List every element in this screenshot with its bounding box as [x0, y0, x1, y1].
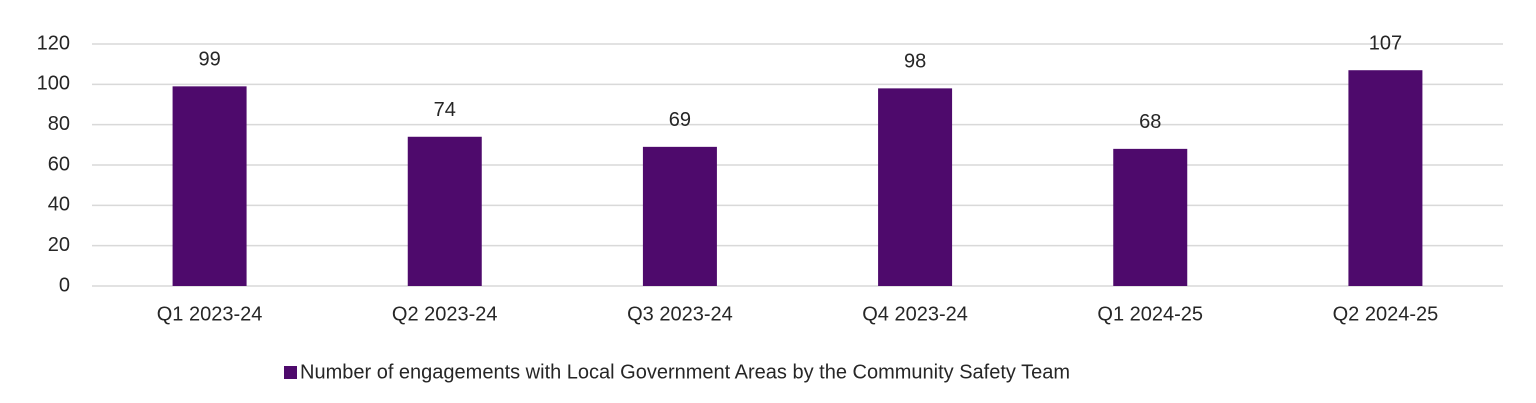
y-tick-label: 0 [59, 274, 70, 296]
legend-label: Number of engagements with Local Governm… [300, 361, 1070, 383]
y-tick-label: 120 [37, 32, 70, 54]
x-tick-label: Q1 2024-25 [1097, 303, 1203, 325]
y-tick-label: 20 [48, 234, 70, 256]
bar [878, 88, 953, 286]
x-tick-label: Q2 2024-25 [1333, 303, 1439, 325]
x-tick-label: Q1 2023-24 [157, 303, 263, 325]
y-tick-label: 80 [48, 113, 70, 135]
x-tick-label: Q4 2023-24 [862, 303, 968, 325]
x-tick-label: Q3 2023-24 [627, 303, 733, 325]
value-label: 107 [1369, 32, 1402, 54]
y-tick-label: 100 [37, 73, 70, 95]
value-label: 99 [198, 49, 220, 71]
y-tick-label: 60 [48, 153, 70, 175]
bar [1348, 70, 1423, 286]
x-tick-label: Q2 2023-24 [392, 303, 498, 325]
value-label: 69 [669, 109, 691, 131]
legend-swatch [284, 366, 297, 379]
bar [1113, 148, 1188, 286]
bar [642, 146, 717, 286]
y-tick-label: 40 [48, 194, 70, 216]
value-label: 98 [904, 51, 926, 73]
bar [407, 136, 482, 286]
value-label: 74 [434, 99, 456, 121]
value-label: 68 [1139, 111, 1161, 133]
bar [172, 86, 247, 286]
